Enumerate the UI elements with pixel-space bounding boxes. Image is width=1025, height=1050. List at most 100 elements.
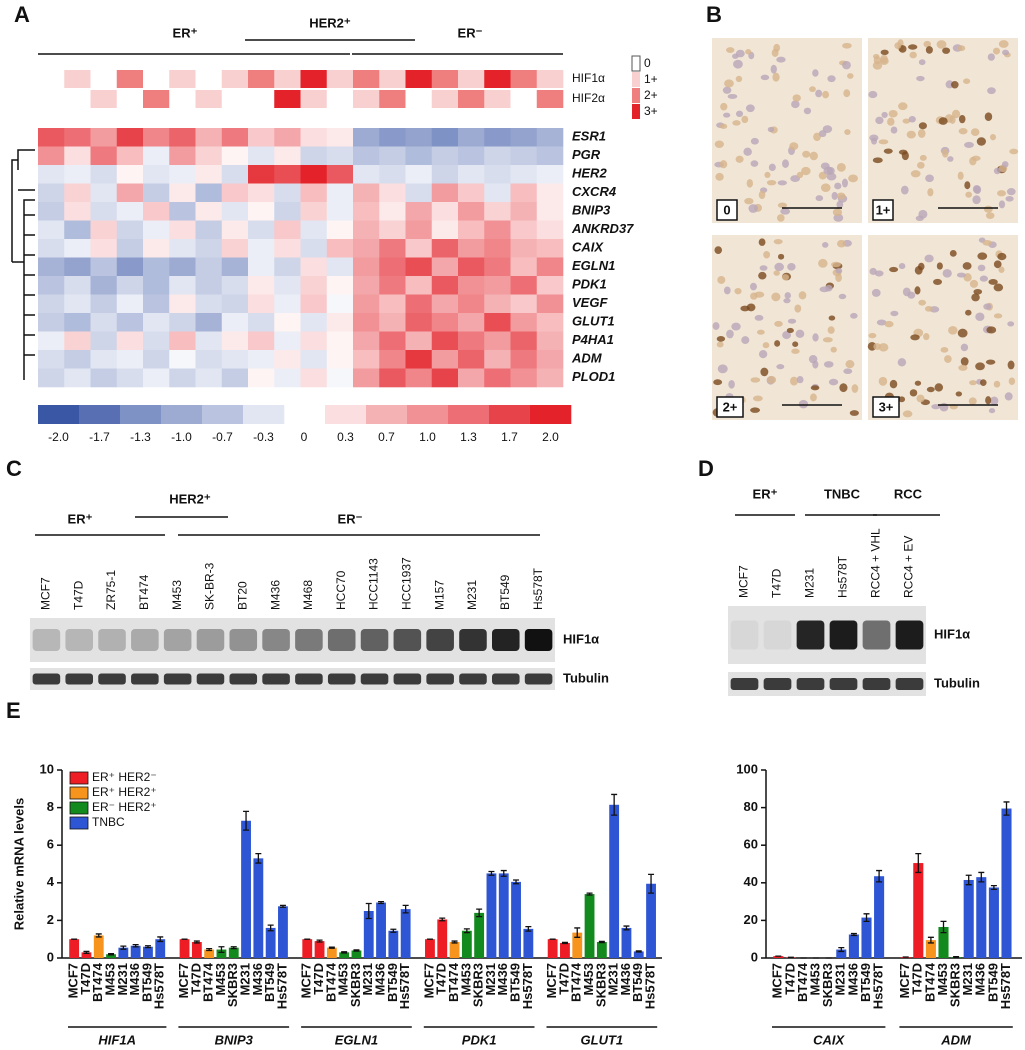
heatmap-cell: [274, 165, 301, 184]
legend-swatch: [69, 801, 89, 815]
error-bar: [439, 917, 446, 922]
nucleus: [969, 380, 977, 386]
error-bar: [157, 936, 164, 943]
nucleus: [758, 190, 766, 200]
group-header: ER⁺: [68, 511, 93, 526]
heatmap-cell: [379, 128, 406, 147]
heatmap-cell: [536, 276, 564, 295]
nucleus: [941, 148, 949, 158]
lane-label: BT549: [498, 574, 512, 610]
bar: [498, 873, 509, 958]
heatmap-cell: [143, 183, 170, 203]
heatmap-cell: [405, 368, 433, 388]
x-tick-label: M453: [581, 963, 596, 996]
nucleus: [916, 75, 925, 82]
nucleus: [801, 166, 811, 176]
legend-label: TNBC: [92, 815, 125, 829]
legend-label: 1+: [644, 72, 658, 86]
nucleus: [850, 312, 858, 319]
heatmap-cell: [195, 202, 223, 221]
y-tick-label: 0: [751, 949, 758, 964]
heatmap-cell: [90, 313, 118, 332]
heatmap-cell: [458, 239, 485, 258]
ihc-image: [712, 38, 862, 223]
dendrogram: [11, 149, 35, 380]
nucleus: [780, 208, 791, 215]
heatmap-cell: [38, 128, 65, 147]
score-cell: [405, 90, 433, 108]
nucleus: [878, 343, 889, 352]
error-bar: [390, 928, 397, 933]
nucleus: [936, 262, 943, 270]
x-tick-label: BT549: [262, 963, 277, 1002]
band: [524, 629, 553, 651]
nucleus: [979, 275, 988, 282]
heatmap-cell: [405, 257, 433, 277]
label-box: [872, 396, 900, 418]
bar: [228, 947, 239, 958]
heatmap-cell: [116, 313, 144, 332]
nucleus: [748, 204, 758, 213]
panel-label: C: [6, 456, 22, 481]
nucleus: [820, 183, 831, 192]
nucleus: [826, 166, 835, 175]
heatmap-cell: [431, 350, 459, 369]
lane-label: M436: [268, 580, 282, 610]
heatmap-cell: [169, 128, 196, 147]
heatmap-cell: [353, 313, 380, 332]
nucleus: [834, 182, 842, 190]
nucleus: [926, 386, 935, 393]
heatmap-cell: [353, 294, 380, 314]
nucleus: [836, 162, 846, 172]
heatmap-cell: [405, 128, 433, 147]
bar: [633, 951, 644, 958]
nucleus: [818, 171, 827, 180]
nucleus: [743, 147, 752, 156]
ihc-label: 2+: [723, 399, 738, 414]
nucleus: [962, 262, 972, 270]
score-cell: [64, 70, 91, 88]
score-cell: [431, 70, 459, 88]
nucleus: [790, 376, 799, 386]
nucleus: [835, 268, 843, 274]
gene-label: CXCR4: [572, 184, 617, 199]
error-bar: [402, 904, 409, 914]
gene-label: CAIX: [572, 240, 604, 255]
heatmap-cell: [300, 202, 328, 221]
bar: [572, 932, 583, 958]
nucleus: [741, 336, 750, 345]
nucleus: [973, 185, 982, 194]
heatmap-cell: [90, 257, 118, 277]
nucleus: [958, 364, 968, 371]
heatmap-cell: [248, 276, 275, 295]
heatmap-cell: [116, 146, 144, 166]
score-cell: [510, 90, 538, 108]
score-cell: [300, 70, 328, 88]
nucleus: [883, 148, 893, 154]
score-cell: [221, 70, 249, 88]
x-tick-label: T47D: [311, 963, 326, 995]
heatmap-cell: [484, 313, 511, 332]
y-tick-label: 0: [47, 949, 54, 964]
heatmap-cell: [248, 220, 275, 240]
nucleus: [993, 167, 1001, 175]
group-header: RCC: [894, 486, 923, 501]
nucleus: [947, 156, 954, 162]
panel-label: A: [14, 2, 30, 27]
heatmap-cell: [38, 239, 65, 258]
error-bar: [574, 927, 581, 938]
nucleus: [875, 116, 884, 125]
heatmap-cell: [300, 276, 328, 295]
bar: [155, 939, 166, 958]
heatmap-cell: [536, 183, 564, 203]
bar: [314, 941, 325, 958]
heatmap-cell: [274, 128, 301, 147]
heatmap-cell: [484, 165, 511, 184]
nucleus: [908, 44, 918, 50]
error-bar: [353, 949, 360, 952]
nucleus: [798, 399, 809, 409]
heatmap-cell: [326, 128, 354, 147]
lane-label: RCC4 + EV: [902, 536, 916, 598]
nucleus: [902, 118, 911, 124]
nucleus: [997, 252, 1007, 261]
